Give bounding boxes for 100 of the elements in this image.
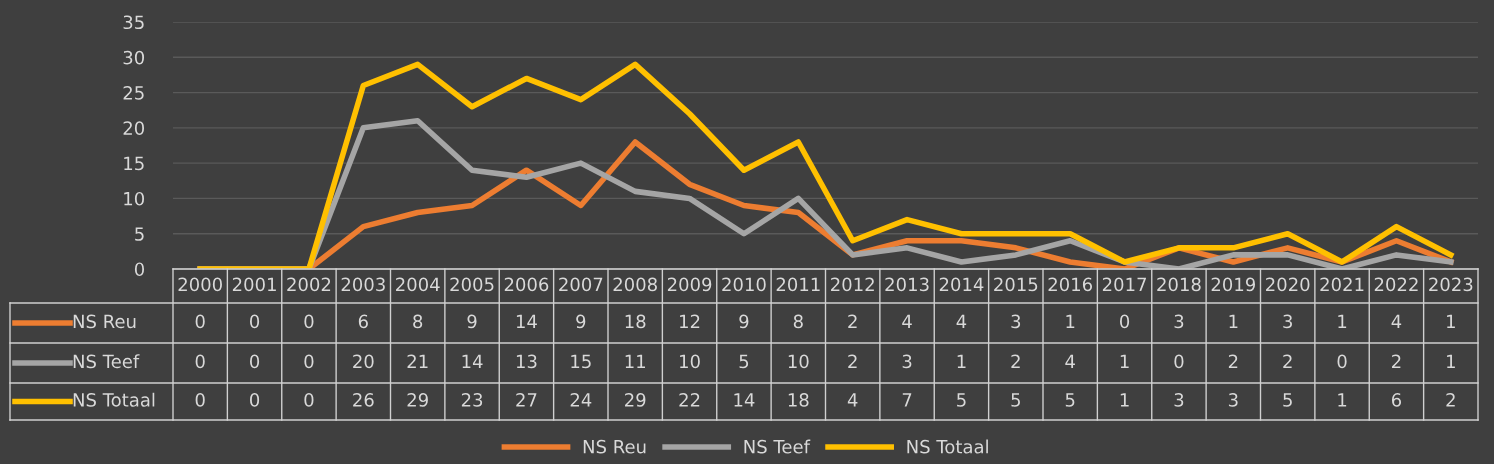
data-label: 10: [680, 354, 700, 369]
x-tick-label: 2023: [1429, 277, 1473, 292]
data-label: 4: [1391, 314, 1402, 328]
data-label: 3: [1174, 314, 1184, 329]
data-label: 20: [353, 354, 374, 369]
data-label: 0: [304, 314, 314, 329]
data-label: 2: [1011, 354, 1020, 368]
data-label: 22: [679, 393, 700, 407]
data-label: 12: [680, 314, 700, 328]
data-label: 0: [1120, 314, 1130, 329]
data-label: 5: [739, 354, 749, 369]
data-label: 4: [956, 314, 967, 328]
data-label: 2: [1446, 393, 1455, 407]
text: NS Reu: [583, 439, 646, 454]
y-tick-label: 20: [123, 121, 145, 135]
data-label: 9: [739, 314, 749, 329]
data-label: 29: [407, 393, 428, 407]
x-tick-label: 2022: [1374, 277, 1418, 292]
data-label: 1: [957, 354, 966, 368]
data-label: 14: [462, 354, 483, 368]
x-tick-label: 2017: [1102, 277, 1146, 292]
data-label: 4: [902, 314, 912, 328]
text: NS Teef: [744, 439, 811, 454]
legend-label: NS Reu: [73, 314, 136, 329]
data-label: 3: [1174, 393, 1184, 407]
x-tick-label: 2018: [1157, 277, 1201, 292]
legend-label: NS Teef: [73, 354, 140, 369]
x-tick-label: 2020: [1266, 277, 1310, 292]
data-label: 3: [902, 354, 912, 369]
data-label: 9: [576, 314, 586, 329]
x-tick-label: 2003: [341, 277, 385, 292]
data-label: 26: [353, 393, 374, 407]
data-label: 4: [847, 393, 858, 407]
data-label: 5: [957, 393, 966, 407]
data-label: 1: [1120, 393, 1129, 407]
x-tick-label: 2001: [232, 277, 276, 292]
x-tick-label: 2016: [1048, 277, 1093, 292]
data-label: 0: [304, 393, 314, 407]
x-tick-label: 2006: [504, 277, 549, 292]
x-tick-label: 2013: [885, 277, 929, 292]
x-tick-label: 2005: [450, 277, 494, 292]
data-label: 10: [788, 354, 809, 369]
x-tick-label: 2014: [939, 277, 984, 292]
data-label: 27: [516, 393, 537, 407]
data-label: 14: [516, 314, 537, 328]
data-label: 8: [793, 314, 803, 329]
data-label: 7: [902, 393, 912, 407]
data-label: 0: [195, 393, 205, 407]
data-label: 6: [1391, 393, 1402, 407]
data-label: 5: [1011, 393, 1020, 407]
data-label: 0: [250, 354, 260, 369]
y-tick-label: 30: [123, 50, 145, 65]
data-label: 4: [1065, 354, 1075, 368]
data-label: 2: [1392, 354, 1401, 368]
data-label: 18: [625, 314, 646, 329]
data-label: 0: [1174, 354, 1184, 369]
data-label: 13: [516, 354, 537, 369]
x-tick-label: 2004: [396, 277, 440, 292]
data-label: 23: [461, 393, 483, 407]
data-label: 2: [1228, 354, 1238, 368]
data-label: 9: [467, 314, 477, 329]
y-tick-label: 10: [124, 191, 145, 206]
data-label: 1: [1120, 354, 1129, 368]
x-tick-label: 2015: [994, 277, 1038, 292]
data-label: 21: [407, 354, 428, 368]
data-label: 0: [304, 354, 314, 369]
x-tick-label: 2002: [287, 277, 331, 292]
text: NS Totaal: [907, 439, 988, 454]
y-tick-label: 0: [134, 262, 145, 277]
data-label: 3: [1011, 314, 1021, 329]
data-label: 3: [1228, 393, 1238, 407]
x-tick-label: 2009: [667, 277, 712, 292]
y-tick-label: 15: [124, 156, 144, 171]
y-tick-label: 25: [123, 86, 144, 100]
x-tick-label: 2007: [559, 277, 603, 292]
data-label: 0: [1337, 354, 1347, 369]
data-label: 8: [413, 314, 423, 329]
x-tick-label: 2019: [1211, 277, 1256, 292]
y-tick-label: 5: [135, 227, 144, 241]
data-label: 1: [1066, 314, 1075, 328]
data-label: 5: [1065, 393, 1075, 407]
legend-label: NS Totaal: [73, 392, 155, 407]
data-label: 0: [195, 354, 205, 369]
data-label: 1: [1447, 354, 1455, 368]
data-label: 29: [625, 393, 646, 407]
x-tick-label: 2008: [613, 277, 657, 292]
data-label: 6: [358, 314, 368, 329]
x-tick-label: 2010: [722, 277, 766, 292]
data-label: 15: [571, 354, 591, 369]
data-label: 14: [734, 393, 755, 407]
data-label: 0: [250, 393, 260, 407]
data-label: 1: [1229, 314, 1238, 328]
y-tick-label: 35: [123, 15, 144, 30]
data-label: 11: [625, 354, 646, 368]
data-label: 1: [1338, 314, 1347, 328]
data-label: 1: [1338, 393, 1347, 407]
x-tick-label: 2000: [178, 277, 222, 292]
data-label: 0: [250, 314, 260, 329]
data-label: 5: [1283, 393, 1292, 407]
x-tick-label: 2021: [1320, 277, 1364, 292]
